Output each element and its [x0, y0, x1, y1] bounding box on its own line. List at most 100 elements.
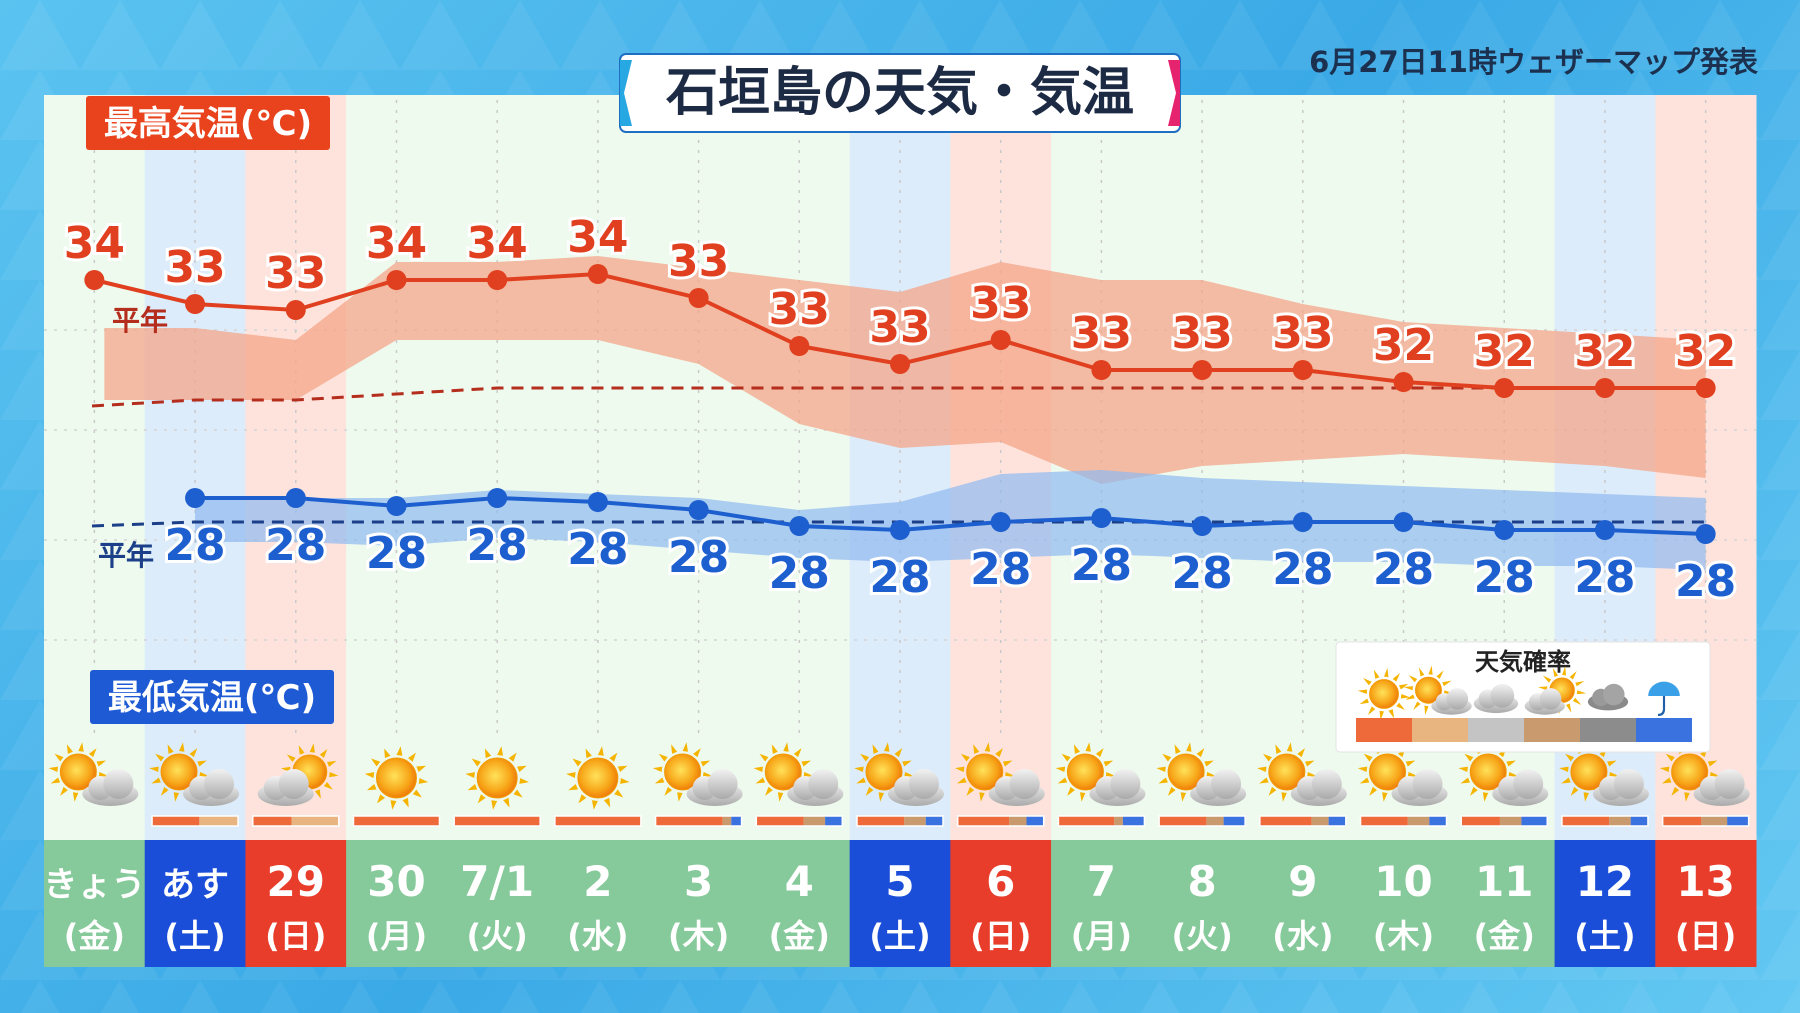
- probability-segment: [731, 816, 742, 826]
- date-label: きょう: [43, 865, 145, 905]
- max-temp-point: [285, 300, 306, 320]
- max-temp-label-text: 最高気温(℃): [104, 104, 312, 144]
- day-of-week-label: (木): [668, 917, 729, 955]
- max-temp-value-label: 33: [769, 284, 830, 335]
- probability-bar-outline: [1359, 815, 1448, 827]
- probability-segment: [1206, 816, 1224, 826]
- probability-segment: [825, 816, 843, 826]
- day-column: [849, 95, 951, 840]
- probability-segment: [1122, 816, 1145, 826]
- normal-max-label: 平年: [112, 304, 168, 337]
- probability-segment: [925, 816, 943, 826]
- max-temp-value-label: 32: [1474, 326, 1535, 377]
- probability-segment: [904, 816, 926, 826]
- min-temp-label: 最低気温(℃): [90, 670, 334, 724]
- min-temp-value-label: 28: [366, 528, 427, 579]
- day-of-week-label: (金): [769, 917, 830, 955]
- day-column: [950, 95, 1052, 840]
- weather-probability-legend: 天気確率: [1335, 641, 1711, 753]
- max-temp-value-label: 34: [366, 218, 427, 269]
- probability-bar-outline: [554, 815, 642, 827]
- date-cell: 30 (月): [346, 840, 448, 967]
- min-temp-point: [1292, 512, 1313, 532]
- date-label: 6: [986, 857, 1015, 906]
- min-temp-point: [789, 516, 810, 536]
- normal-min-label: 平年: [98, 539, 154, 572]
- normal-max-line: [91, 386, 1706, 408]
- min-temp-point: [1494, 520, 1515, 540]
- date-cell: 4 (金): [748, 840, 851, 967]
- max-temp-value-label: 33: [1172, 308, 1233, 359]
- max-temp-value-label: 34: [467, 218, 528, 269]
- max-temp-point: [84, 270, 105, 290]
- min-temp-point: [587, 492, 608, 512]
- min-temp-value-label: 28: [567, 524, 628, 575]
- date-label: 4: [785, 857, 814, 906]
- day-column: [346, 95, 448, 840]
- probability-segment: [554, 816, 641, 826]
- probability-segment: [1114, 816, 1123, 826]
- date-label: 7: [1087, 857, 1116, 906]
- legend-color-swatch: [1580, 718, 1636, 742]
- date-label: 2: [583, 857, 612, 906]
- day-of-week-label: (日): [970, 917, 1031, 955]
- probability-bar-outline: [151, 815, 239, 827]
- day-column: [648, 95, 750, 840]
- max-temp-value-label: 33: [164, 242, 225, 293]
- probability-segment: [1499, 816, 1522, 826]
- min-temp-value-label: 28: [769, 548, 830, 599]
- sun-icon: [566, 746, 630, 810]
- min-temp-band: [195, 470, 1706, 570]
- min-temp-value-label: 28: [1675, 556, 1736, 607]
- day-of-week-label: (金): [64, 917, 125, 955]
- date-cell: あす (土): [144, 840, 246, 967]
- page-title: 石垣島の天気・気温: [666, 63, 1134, 123]
- max-temp-value-label: 32: [1675, 326, 1736, 377]
- probability-segment: [1223, 816, 1246, 826]
- probability-bar-outline: [1460, 815, 1548, 827]
- date-label: 13: [1676, 857, 1734, 906]
- date-cell: 3 (木): [648, 840, 750, 967]
- max-temp-point: [688, 288, 709, 308]
- title-banner: 石垣島の天気・気温: [619, 53, 1181, 133]
- max-temp-value-label: 33: [869, 302, 930, 353]
- umbrella-icon: [1648, 681, 1680, 717]
- day-column: [44, 95, 146, 840]
- sun-cloud-icon: [1357, 742, 1448, 806]
- sun-cloud-icon: [1257, 742, 1347, 806]
- probability-bar-outline: [654, 815, 743, 827]
- day-column: [547, 95, 649, 840]
- date-label: 29: [267, 857, 325, 906]
- date-cell: 11 (金): [1453, 840, 1556, 967]
- date-label: 3: [684, 857, 713, 906]
- weather-icons: [48, 742, 1750, 810]
- probability-segment: [1159, 816, 1207, 826]
- probability-segment: [1328, 816, 1346, 826]
- date-cell: 7 (月): [1051, 840, 1153, 967]
- day-of-week-label: (火): [467, 917, 528, 955]
- day-of-week-label: (土): [164, 917, 225, 955]
- date-label: 9: [1288, 857, 1317, 906]
- sun-cloud-icon: [1403, 665, 1472, 715]
- probability-bar-outline: [755, 815, 844, 827]
- max-temp-point: [1292, 360, 1313, 380]
- max-temp-point: [1494, 378, 1515, 398]
- date-cell: 6 (日): [950, 840, 1052, 967]
- min-temp-point: [1695, 524, 1716, 544]
- date-label: 10: [1374, 857, 1432, 906]
- probability-segment: [1360, 816, 1408, 826]
- max-temp-point: [1091, 360, 1112, 380]
- day-of-week-label: (火): [1171, 917, 1232, 955]
- min-temp-value-label: 28: [164, 520, 225, 571]
- legend-title: 天気確率: [1475, 648, 1571, 676]
- probability-bar-outline: [252, 815, 340, 827]
- date-label: 7/1: [460, 857, 534, 906]
- probability-segment: [252, 816, 292, 826]
- probability-segment: [655, 816, 723, 826]
- day-of-week-label: (木): [1373, 917, 1434, 955]
- date-label: 11: [1475, 857, 1533, 906]
- probability-segment: [1521, 816, 1548, 826]
- day-of-week-label: (土): [1574, 917, 1635, 955]
- probability-segment: [1609, 816, 1631, 826]
